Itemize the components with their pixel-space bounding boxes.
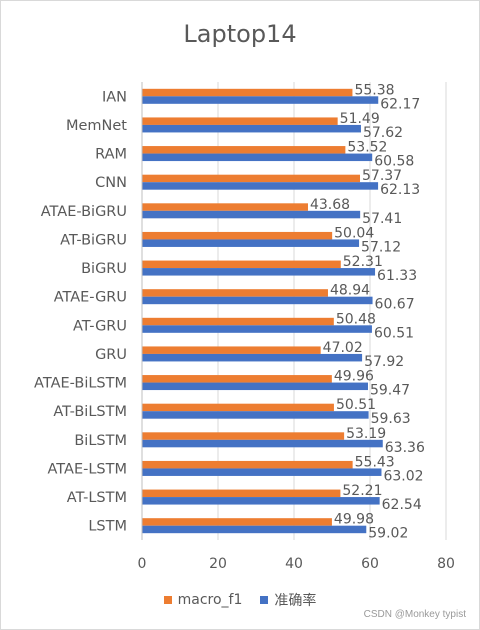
y-tick-label: ATAE-LSTM [48, 461, 128, 477]
bar-accuracy [142, 239, 360, 247]
data-label: 55.38 [354, 82, 394, 98]
legend-label-accuracy: 准确率 [274, 593, 317, 609]
bar-accuracy [142, 124, 361, 133]
legend-item-macro-f1: macro_f1 [163, 592, 243, 608]
data-label: 62.17 [380, 96, 420, 112]
bar-accuracy [142, 268, 376, 276]
data-label: 59.47 [370, 383, 410, 399]
y-tick-label: MemNet [66, 118, 127, 134]
data-label: 57.62 [363, 125, 403, 141]
y-tick-label: CNN [95, 175, 127, 191]
bar-accuracy [142, 468, 382, 476]
bar-macro-f1 [142, 260, 341, 269]
bar-macro-f1 [142, 88, 353, 97]
data-label: 50.51 [336, 397, 376, 413]
chart-legend: macro_f1 准确率 [0, 590, 480, 610]
y-tick-label: AT-LSTM [67, 490, 127, 506]
bar-macro-f1 [142, 403, 334, 412]
x-tick-label: 40 [285, 556, 303, 572]
data-label: 59.02 [368, 526, 408, 542]
bar-macro-f1 [142, 489, 341, 498]
legend-label-macro-f1: macro_f1 [177, 592, 243, 608]
data-label: 63.02 [383, 468, 423, 484]
bar-macro-f1 [142, 317, 334, 326]
data-label: 60.51 [374, 325, 414, 341]
data-label: 57.37 [362, 168, 402, 184]
bar-macro-f1 [142, 375, 332, 383]
bar-accuracy [142, 296, 373, 305]
y-tick-label: BiGRU [81, 261, 127, 277]
bar-accuracy [142, 439, 383, 448]
y-tick-label: IAN [102, 89, 127, 105]
bar-accuracy [142, 411, 369, 419]
data-label: 57.41 [362, 211, 402, 227]
bar-accuracy [142, 210, 361, 219]
bar-accuracy [142, 382, 368, 391]
x-tick-label: 0 [138, 556, 147, 572]
data-label: 49.98 [334, 512, 374, 528]
data-label: 48.94 [330, 283, 370, 299]
y-tick-label: GRU [95, 347, 127, 363]
data-label: 50.04 [334, 225, 374, 241]
bar-accuracy [142, 525, 367, 534]
bar-macro-f1 [142, 518, 332, 526]
data-label: 47.02 [323, 340, 363, 356]
data-label: 55.43 [355, 454, 395, 470]
data-label: 62.54 [382, 497, 422, 513]
watermark: CSDN @Monkey typist [363, 609, 466, 620]
data-label: 51.49 [340, 111, 380, 127]
x-tick-label: 20 [209, 556, 227, 572]
data-label: 52.31 [343, 254, 383, 270]
x-tick-label: 80 [437, 556, 455, 572]
data-label: 62.13 [380, 182, 420, 198]
x-tick-label: 60 [361, 556, 379, 572]
y-tick-label: ATAE-BiLSTM [34, 376, 127, 392]
bar-accuracy [142, 96, 379, 104]
legend-swatch-macro-f1 [163, 596, 172, 604]
legend-item-accuracy: 准确率 [260, 590, 316, 610]
bar-accuracy [142, 153, 373, 162]
data-label: 57.92 [364, 354, 404, 370]
y-tick-label: AT-GRU [73, 318, 127, 334]
data-label: 52.21 [342, 483, 382, 499]
y-tick-label: BiLSTM [74, 433, 127, 449]
data-label: 49.96 [334, 369, 374, 385]
y-tick-label: AT-BiGRU [60, 232, 127, 248]
data-label: 59.63 [371, 411, 411, 427]
bar-accuracy [142, 353, 363, 362]
chart-title: Laptop14 [183, 20, 297, 48]
y-tick-label: LSTM [88, 519, 127, 535]
bar-macro-f1 [142, 146, 346, 154]
data-label: 53.52 [347, 140, 387, 156]
legend-swatch-accuracy [260, 596, 269, 604]
y-tick-label: ATAE-GRU [54, 290, 127, 306]
data-label: 63.36 [385, 440, 425, 456]
bar-accuracy [142, 497, 380, 505]
bar-macro-f1 [142, 174, 361, 183]
data-label: 60.58 [374, 154, 414, 170]
bar-macro-f1 [142, 203, 308, 211]
y-tick-label: ATAE-BiGRU [41, 204, 127, 220]
data-label: 53.19 [346, 426, 386, 442]
bar-macro-f1 [142, 117, 338, 125]
y-tick-label: AT-BiLSTM [53, 404, 127, 420]
data-label: 57.12 [361, 239, 401, 255]
bar-accuracy [142, 325, 372, 333]
bar-accuracy [142, 182, 379, 190]
bar-macro-f1 [142, 231, 333, 240]
bar-macro-f1 [142, 346, 321, 354]
bar-macro-f1 [142, 460, 353, 469]
data-label: 61.33 [377, 268, 417, 284]
bar-macro-f1 [142, 432, 345, 440]
bar-macro-f1 [142, 289, 328, 297]
data-label: 50.48 [336, 311, 376, 327]
y-tick-label: RAM [95, 147, 127, 163]
data-label: 43.68 [310, 197, 350, 213]
data-label: 60.67 [375, 297, 415, 313]
